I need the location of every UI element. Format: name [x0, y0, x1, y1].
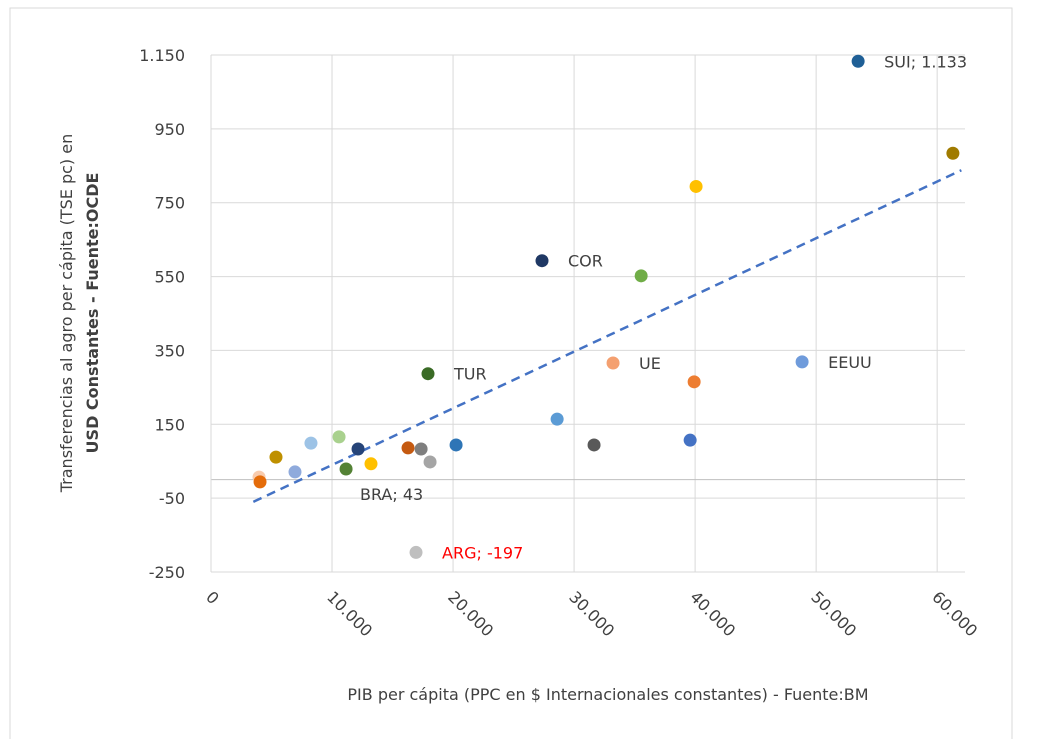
- data-label: ARG; -197: [442, 543, 523, 562]
- x-tick-label: 60.000: [928, 587, 981, 640]
- data-label: BRA; 43: [360, 485, 423, 504]
- x-tick-label: 40.000: [686, 587, 739, 640]
- chart-frame: [9, 7, 1013, 743]
- x-tick-label: 50.000: [807, 587, 860, 640]
- y-tick-label: 750: [154, 194, 185, 213]
- y-tick-label: 350: [154, 341, 185, 360]
- scatter-point: [683, 433, 697, 447]
- scatter-point: [409, 545, 423, 559]
- scatter-point: [687, 375, 701, 389]
- scatter-point: [304, 436, 318, 450]
- scatter-point: [535, 254, 549, 268]
- scatter-point: [795, 355, 809, 369]
- scatter-point: [606, 356, 620, 370]
- y-tick-label: 1.150: [139, 46, 185, 65]
- y-tick-label: 550: [154, 268, 185, 287]
- y-axis-title: USD Constantes - Fuente:OCDE: [83, 173, 102, 454]
- y-tick-label: -250: [149, 563, 185, 582]
- scatter-point: [421, 367, 435, 381]
- scatter-point: [401, 441, 415, 455]
- scatter-point: [587, 438, 601, 452]
- trendline: [252, 169, 962, 503]
- scatter-point: [414, 442, 428, 456]
- scatter-point: [351, 442, 365, 456]
- scatter-point: [253, 475, 267, 489]
- scatter-point: [269, 450, 283, 464]
- x-tick-label: 20.000: [444, 587, 497, 640]
- data-label: COR: [568, 252, 603, 271]
- scatter-point: [423, 455, 437, 469]
- y-axis-title: Transferencias al agro per cápita (TSE p…: [57, 134, 76, 494]
- data-label: TUR: [453, 365, 487, 384]
- x-tick-label: 30.000: [565, 587, 618, 640]
- scatter-point: [634, 269, 648, 283]
- scatter-point: [851, 54, 865, 68]
- scatter-point: [550, 412, 564, 426]
- scatter-point: [449, 438, 463, 452]
- y-tick-label: 950: [154, 120, 185, 139]
- x-axis-title: PIB per cápita (PPC en $ Internacionales…: [347, 685, 868, 704]
- data-label: UE: [639, 354, 661, 373]
- x-tick-label: 0: [202, 587, 223, 608]
- x-tick-label: 10.000: [323, 587, 376, 640]
- scatter-point: [288, 465, 302, 479]
- data-label: EEUU: [828, 353, 872, 372]
- scatter-point: [339, 462, 353, 476]
- y-tick-label: 150: [154, 415, 185, 434]
- scatter-point: [689, 179, 703, 193]
- scatter-point: [332, 430, 346, 444]
- y-tick-label: -50: [159, 489, 185, 508]
- data-label: SUI; 1.133: [884, 52, 967, 71]
- scatter-point: [364, 457, 378, 471]
- scatter-point: [946, 146, 960, 160]
